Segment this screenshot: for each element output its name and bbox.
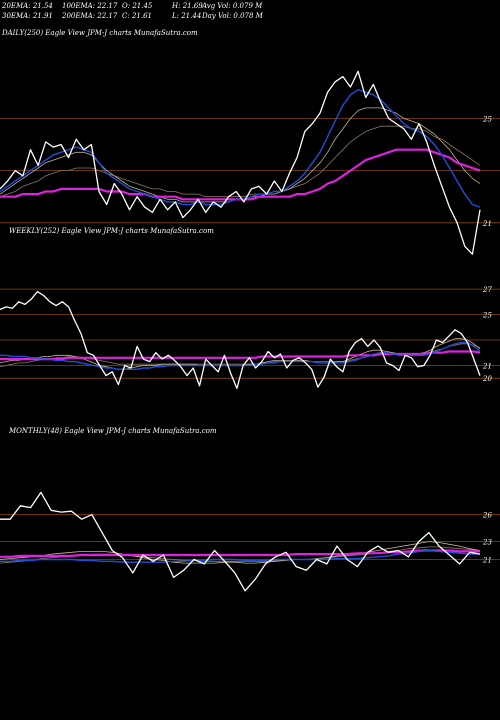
header-high: H: 21.69: [171, 2, 203, 10]
header-open: O: 21.45: [122, 2, 153, 10]
monthly-title: MONTHLY(48) Eagle View JPM-J charts Muna…: [8, 427, 217, 435]
weekly-ytick-1: 25: [482, 312, 492, 320]
weekly-panel: 27 25 21 20: [0, 286, 500, 390]
header-day-vol: Day Vol: 0.078 M: [201, 12, 264, 20]
daily-ytick-0: 25: [482, 115, 492, 123]
monthly-panel: 26 23 21: [0, 491, 500, 592]
header-close: C: 21.61: [122, 12, 152, 20]
weekly-title: WEEKLY(252) Eagle View JPM-J charts Muna…: [9, 227, 214, 235]
daily-panel: 25 21: [0, 70, 500, 255]
monthly-ytick-1: 23: [482, 539, 492, 547]
weekly-ytick-0: 27: [482, 286, 492, 294]
header-ema30: 30EMA: 21.91: [2, 12, 53, 20]
monthly-ytick-0: 26: [482, 512, 492, 520]
weekly-ema-slow-line: [0, 350, 481, 361]
daily-title: DAILY(250) Eagle View JPM-J charts Munaf…: [1, 29, 198, 37]
monthly-ema-thin-a-line: [0, 541, 481, 564]
weekly-price-line: [0, 290, 481, 390]
monthly-price-line: [0, 491, 481, 592]
weekly-ytick-3: 20: [482, 375, 492, 383]
ema-header: 20EMA: 21.54 100EMA: 22.17 O: 21.45 H: 2…: [1, 2, 264, 20]
daily-price-line: [0, 70, 481, 255]
header-ema20: 20EMA: 21.54: [1, 2, 53, 10]
daily-ytick-1: 21: [482, 220, 492, 228]
header-ema100: 100EMA: 22.17: [62, 2, 118, 10]
header-low: L: 21.44: [171, 12, 201, 20]
daily-ema-fast-line: [0, 88, 481, 208]
header-avg-vol: Avg Vol: 0.079 M: [201, 2, 263, 10]
monthly-ytick-2: 21: [482, 557, 492, 565]
header-ema200: 200EMA: 22.17: [61, 12, 118, 20]
weekly-ytick-2: 21: [482, 363, 492, 371]
weekly-ema-fast-line: [0, 341, 481, 370]
monthly-ema-fast-line: [0, 549, 480, 563]
